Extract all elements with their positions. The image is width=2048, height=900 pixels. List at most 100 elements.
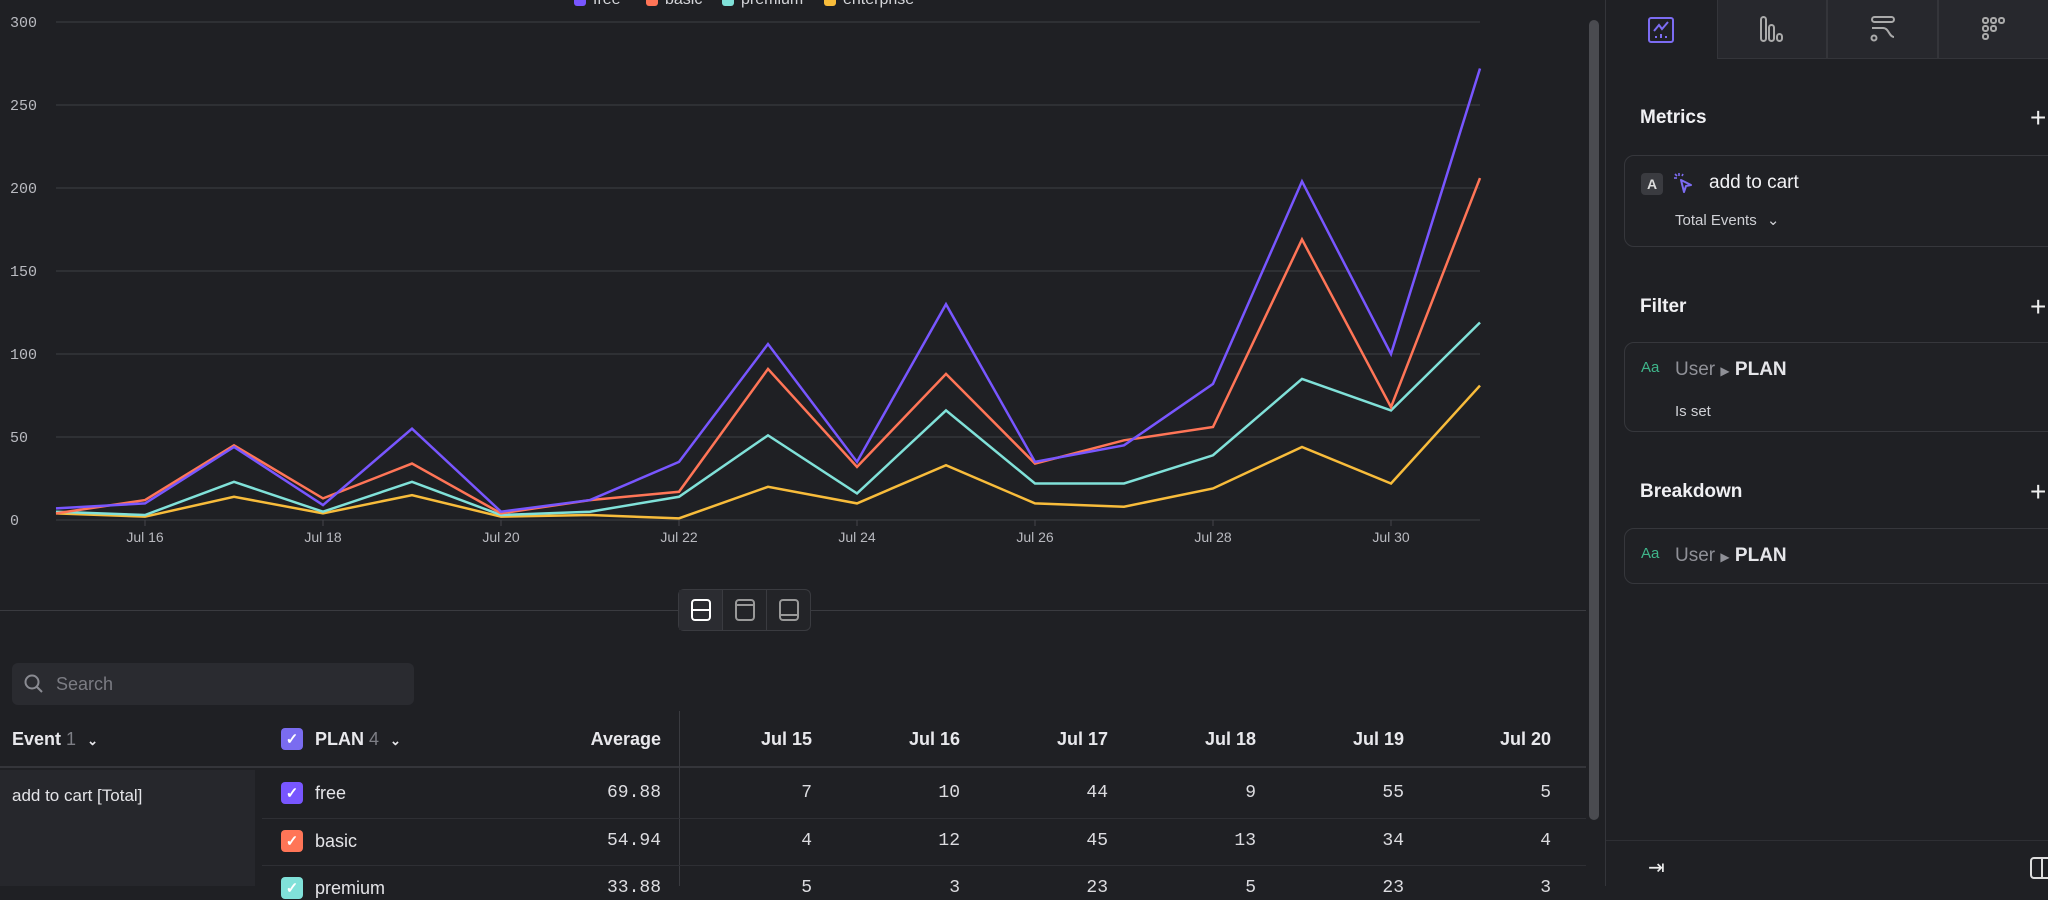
more-options-icon[interactable]: ⋮ <box>2039 551 2045 561</box>
main-scrollbar[interactable] <box>1589 20 1599 820</box>
row-checkbox[interactable]: ✓ <box>281 782 303 804</box>
event-column-header[interactable]: Event 1 ⌄ <box>12 726 98 752</box>
x-tick-label: Jul 16 <box>126 529 164 545</box>
row-value: 13 <box>1136 829 1256 853</box>
row-value: 23 <box>988 876 1108 900</box>
filter-operator[interactable]: Is set <box>1675 403 1711 420</box>
report-type-tabs <box>1606 0 2048 59</box>
caret-right-icon: ▶ <box>1720 364 1729 378</box>
x-tick-label: Jul 24 <box>838 529 876 545</box>
retention-grid-icon <box>1980 15 2008 43</box>
row-value: 34 <box>1284 829 1404 853</box>
add-breakdown-button[interactable]: + <box>2030 478 2046 506</box>
y-tick-label: 50 <box>10 430 28 447</box>
layout-table-button[interactable] <box>767 590 810 630</box>
date-column-header[interactable]: Jul 15 <box>692 726 812 752</box>
legend-swatch-enterprise <box>824 0 836 6</box>
average-column-header[interactable]: Average <box>541 726 661 752</box>
layout-chart-button[interactable] <box>723 590 767 630</box>
query-panel: Metrics + A add to cart Total Events ⌄ ⋮… <box>1605 0 2048 886</box>
plan-column-header[interactable]: PLAN 4 ⌄ <box>315 726 401 752</box>
row-label: free <box>315 781 346 805</box>
column-divider <box>679 711 680 886</box>
tab-funnels[interactable] <box>1717 0 1828 59</box>
row-label: basic <box>315 829 357 853</box>
date-column-header[interactable]: Jul 16 <box>840 726 960 752</box>
row-label: premium <box>315 876 385 900</box>
tab-retention[interactable] <box>1938 0 2048 59</box>
plan-select-all-checkbox[interactable]: ✓ <box>281 728 303 750</box>
y-tick-label: 300 <box>10 15 37 32</box>
row-value: 4 <box>1431 829 1551 853</box>
flows-icon <box>1869 15 1897 43</box>
y-tick-label: 150 <box>10 264 37 281</box>
row-value: 10 <box>840 781 960 805</box>
x-tick-label: Jul 28 <box>1194 529 1232 545</box>
metric-letter-badge: A <box>1641 173 1663 195</box>
date-column-header[interactable]: Jul 17 <box>988 726 1108 752</box>
collapse-panel-icon[interactable]: ⇥ <box>1648 855 1665 880</box>
date-column-header[interactable]: Jul 20 <box>1431 726 1551 752</box>
string-property-icon: Aa <box>1641 359 1659 376</box>
breakdown-card[interactable]: Aa User ▶ PLAN ⋮ <box>1624 528 2048 584</box>
legend-swatch-premium <box>722 0 734 6</box>
date-column-header[interactable]: Jul 18 <box>1136 726 1256 752</box>
row-average: 69.88 <box>541 781 661 805</box>
row-value: 55 <box>1284 781 1404 805</box>
search-icon <box>24 674 44 694</box>
row-value: 45 <box>988 829 1108 853</box>
tab-insights[interactable] <box>1606 0 1717 59</box>
date-column-header[interactable]: Jul 19 <box>1284 726 1404 752</box>
x-tick-label: Jul 18 <box>304 529 342 545</box>
metric-aggregation-dropdown[interactable]: Total Events ⌄ <box>1675 211 1779 229</box>
event-cell: add to cart [Total] <box>0 770 255 886</box>
y-tick-label: 200 <box>10 181 37 198</box>
series-line-enterprise <box>56 386 1480 519</box>
filter-heading: Filter <box>1640 296 1686 318</box>
row-value: 3 <box>1431 876 1551 900</box>
check-icon: ✓ <box>286 784 299 802</box>
metric-event-name[interactable]: add to cart <box>1709 172 1799 194</box>
layout-split-button[interactable] <box>679 590 723 630</box>
legend-swatch-free <box>574 0 586 6</box>
y-tick-label: 100 <box>10 347 37 364</box>
series-line-free <box>56 68 1480 511</box>
row-value: 12 <box>840 829 960 853</box>
row-value: 23 <box>1284 876 1404 900</box>
breakdown-property[interactable]: User ▶ PLAN <box>1675 545 1787 567</box>
x-tick-label: Jul 26 <box>1016 529 1054 545</box>
row-value: 5 <box>1431 781 1551 805</box>
check-icon: ✓ <box>286 832 299 850</box>
row-checkbox[interactable]: ✓ <box>281 877 303 899</box>
row-value: 9 <box>1136 781 1256 805</box>
filter-property[interactable]: User ▶ PLAN <box>1675 359 1787 381</box>
add-filter-button[interactable]: + <box>2030 293 2046 321</box>
x-tick-label: Jul 22 <box>660 529 698 545</box>
metrics-heading: Metrics <box>1640 107 1707 129</box>
tab-flows[interactable] <box>1827 0 1938 59</box>
more-options-icon[interactable]: ⋮ <box>2039 176 2045 186</box>
more-options-icon[interactable]: ⋮ <box>2039 365 2045 375</box>
panel-layout-icon[interactable] <box>2029 856 2048 880</box>
search-input[interactable] <box>56 674 386 695</box>
row-value: 4 <box>692 829 812 853</box>
split-layout-icon <box>690 598 712 622</box>
add-metric-button[interactable]: + <box>2030 104 2046 132</box>
chevron-down-icon: ⌄ <box>87 733 98 748</box>
filter-card[interactable]: Aa User ▶ PLAN Is set ⋮ <box>1624 342 2048 432</box>
layout-toggle <box>678 589 811 631</box>
x-tick-label: Jul 20 <box>482 529 520 545</box>
string-property-icon: Aa <box>1641 545 1659 562</box>
y-tick-label: 250 <box>10 98 37 115</box>
row-checkbox[interactable]: ✓ <box>281 830 303 852</box>
legend-swatch-basic <box>646 0 658 6</box>
row-value: 5 <box>692 876 812 900</box>
row-value: 3 <box>840 876 960 900</box>
legend-label-premium: premium <box>741 0 803 8</box>
breakdown-heading: Breakdown <box>1640 481 1742 503</box>
row-average: 33.88 <box>541 876 661 900</box>
bar-chart-icon <box>1758 15 1786 43</box>
y-tick-label: 0 <box>10 513 19 530</box>
metric-card[interactable]: A add to cart Total Events ⌄ ⋮ <box>1624 155 2048 247</box>
search-box[interactable] <box>12 663 414 705</box>
